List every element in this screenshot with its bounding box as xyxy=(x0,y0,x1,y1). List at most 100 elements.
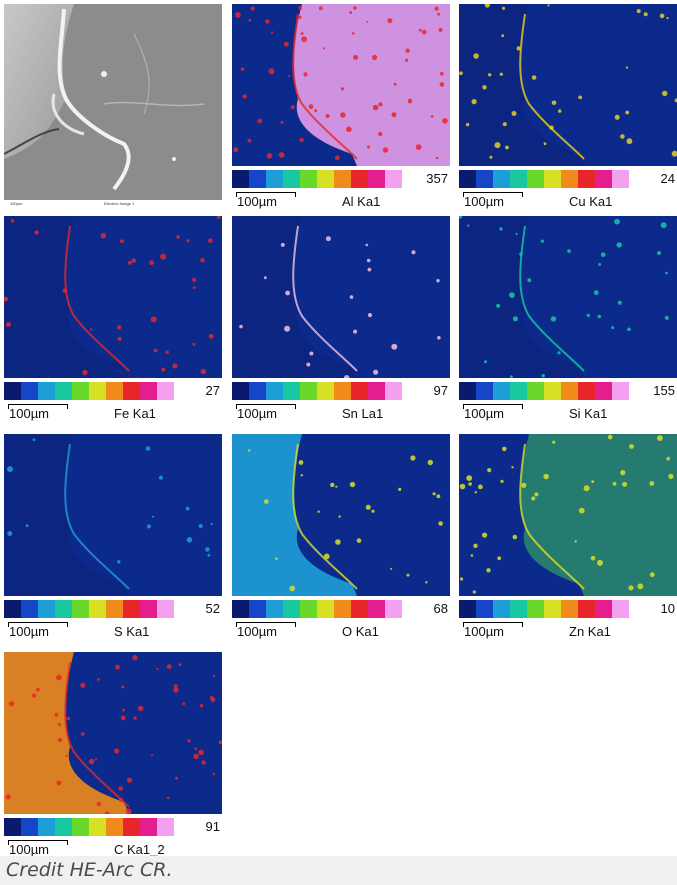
colorbar-swatch xyxy=(459,600,476,618)
colorbar-swatch xyxy=(334,382,351,400)
colorbar-swatch xyxy=(72,818,89,836)
colorbar-swatch xyxy=(385,382,402,400)
scale-bar: 100µm xyxy=(232,192,322,210)
colorbar: 27 xyxy=(4,382,222,400)
sem-footer: 100µm Electron Image 1 xyxy=(4,200,222,209)
colorbar: 52 xyxy=(4,600,222,618)
colorbar-swatch xyxy=(476,600,493,618)
colorbar-swatch xyxy=(527,382,544,400)
colorbar-max-value: 24 xyxy=(660,171,675,186)
colorbar-swatch xyxy=(476,382,493,400)
colorbar-swatch xyxy=(317,600,334,618)
colorbar-swatch xyxy=(89,600,106,618)
sem-label-text: Electron Image 1 xyxy=(104,201,135,206)
element-map xyxy=(232,4,450,166)
element-map xyxy=(459,434,677,596)
caption-bar: Credit HE-Arc CR. xyxy=(0,856,677,885)
colorbar-swatch xyxy=(123,818,140,836)
colorbar-swatch xyxy=(578,382,595,400)
colorbar-swatch xyxy=(283,600,300,618)
colorbar-swatch xyxy=(561,170,578,188)
colorbar-swatch xyxy=(561,600,578,618)
colorbar-swatch xyxy=(55,382,72,400)
colorbar-swatch xyxy=(493,382,510,400)
colorbar-swatch xyxy=(317,170,334,188)
sem-electron-image: 100µm Electron Image 1 xyxy=(4,4,222,209)
colorbar-swatch xyxy=(232,382,249,400)
colorbar-swatch xyxy=(266,600,283,618)
colorbar-swatch xyxy=(21,600,38,618)
colorbar-swatch xyxy=(300,382,317,400)
colorbar-max-value: 97 xyxy=(433,383,448,398)
element-map xyxy=(4,216,222,378)
element-label: S Ka1 xyxy=(114,624,150,639)
colorbar-max-value: 357 xyxy=(426,171,448,186)
colorbar-swatch xyxy=(106,382,123,400)
colorbar-swatch xyxy=(300,170,317,188)
colorbar-swatch xyxy=(283,382,300,400)
colorbar-swatch xyxy=(527,170,544,188)
scale-bar: 100µm xyxy=(4,404,94,422)
scale-label: 100µm xyxy=(237,194,278,209)
colorbar-swatch xyxy=(55,818,72,836)
colorbar-swatch xyxy=(612,600,629,618)
colorbar-swatch xyxy=(140,818,157,836)
element-label: Cu Ka1 xyxy=(569,194,613,209)
colorbar-swatch xyxy=(72,600,89,618)
colorbar-swatch xyxy=(578,600,595,618)
colorbar-swatch xyxy=(4,818,21,836)
colorbar-swatch xyxy=(459,170,476,188)
element-label: O Ka1 xyxy=(342,624,379,639)
colorbar-max-value: 10 xyxy=(660,601,675,616)
colorbar-swatch xyxy=(334,170,351,188)
image-credit: Credit HE-Arc CR. xyxy=(6,859,173,881)
scale-bar: 100µm xyxy=(4,840,94,858)
colorbar-swatch xyxy=(266,170,283,188)
colorbar-swatch xyxy=(300,600,317,618)
scale-label: 100µm xyxy=(237,406,278,421)
colorbar-swatch xyxy=(493,170,510,188)
colorbar-swatch xyxy=(317,382,334,400)
colorbar-swatch xyxy=(578,170,595,188)
colorbar-swatch xyxy=(21,818,38,836)
colorbar-swatch xyxy=(38,600,55,618)
colorbar-swatch xyxy=(249,600,266,618)
colorbar-swatch xyxy=(368,382,385,400)
colorbar-swatch xyxy=(493,600,510,618)
colorbar-swatch xyxy=(72,382,89,400)
colorbar-swatch xyxy=(544,382,561,400)
colorbar: 91 xyxy=(4,818,222,836)
colorbar-swatch xyxy=(38,818,55,836)
colorbar-swatch xyxy=(140,600,157,618)
colorbar-max-value: 52 xyxy=(205,601,220,616)
scale-label: 100µm xyxy=(9,406,50,421)
colorbar-swatch xyxy=(561,382,578,400)
colorbar-swatch xyxy=(55,600,72,618)
colorbar-swatch xyxy=(123,600,140,618)
colorbar-swatch xyxy=(595,382,612,400)
colorbar-swatch xyxy=(140,382,157,400)
element-map xyxy=(232,434,450,596)
colorbar-swatch xyxy=(21,382,38,400)
sem-micrograph xyxy=(4,4,222,200)
element-map xyxy=(232,216,450,378)
scale-label: 100µm xyxy=(464,406,505,421)
colorbar-swatch xyxy=(595,600,612,618)
sem-scale-text: 100µm xyxy=(10,201,23,206)
colorbar-max-value: 91 xyxy=(205,819,220,834)
colorbar-swatch xyxy=(368,170,385,188)
colorbar-swatch xyxy=(368,600,385,618)
colorbar-swatch xyxy=(232,600,249,618)
scale-bar: 100µm xyxy=(232,404,322,422)
element-map xyxy=(459,216,677,378)
colorbar-swatch xyxy=(89,818,106,836)
scale-bar: 100µm xyxy=(232,622,322,640)
colorbar-swatch xyxy=(351,600,368,618)
colorbar-swatch xyxy=(106,818,123,836)
scale-bar: 100µm xyxy=(459,622,549,640)
colorbar-swatch xyxy=(510,382,527,400)
colorbar-swatch xyxy=(595,170,612,188)
colorbar-swatch xyxy=(157,382,174,400)
colorbar-swatch xyxy=(38,382,55,400)
element-map xyxy=(4,434,222,596)
